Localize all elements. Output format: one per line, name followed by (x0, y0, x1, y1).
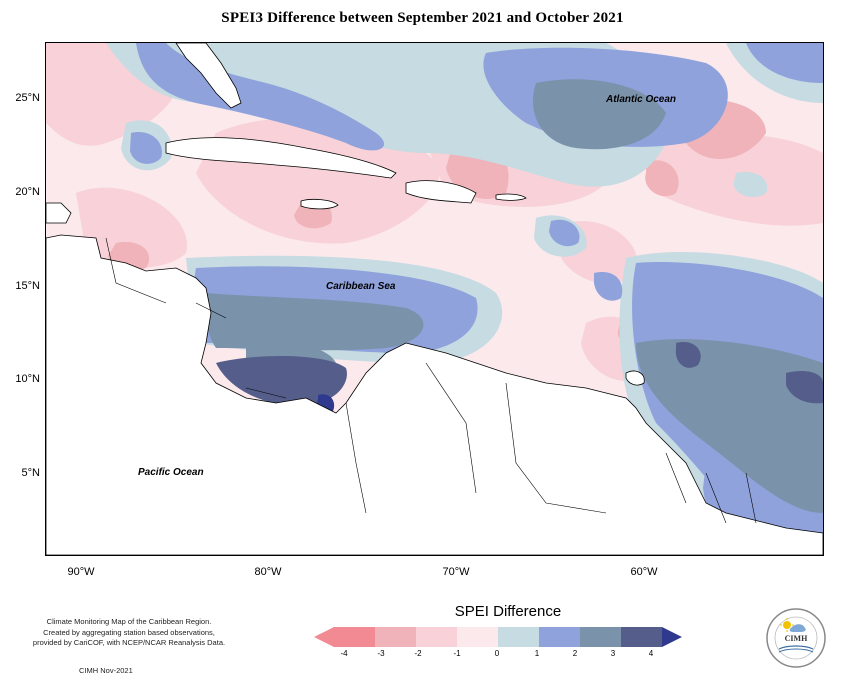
lon-label-70: 70°W (442, 566, 470, 578)
legend-title: SPEI Difference (454, 603, 562, 620)
legend-tick: -3 (377, 649, 385, 658)
atlantic-ocean-label: Atlantic Ocean (606, 94, 677, 105)
legend-swatch-4 (457, 627, 498, 647)
positive-very-strong-patches (216, 342, 823, 406)
cimh-logo (766, 608, 826, 668)
footer-credit: CIMH Nov-2021 (79, 666, 133, 675)
legend-swatch-6 (539, 627, 580, 647)
footer-note-line2: Created by aggregating station based obs… (43, 627, 215, 637)
footer-note: Climate Monitoring Map of the Caribbean … (14, 617, 244, 649)
footer-note-line1: Climate Monitoring Map of the Caribbean … (46, 617, 212, 626)
legend-swatch-2 (375, 627, 416, 647)
land-masses (46, 43, 823, 555)
lat-label-5: 5°N (21, 467, 40, 479)
sun-icon (780, 618, 794, 632)
lat-label-15: 15°N (15, 280, 40, 292)
legend-tick: 3 (610, 649, 616, 658)
legend-swatch-5 (498, 627, 539, 647)
legend-swatch-7 (580, 627, 621, 647)
caribbean-sea-label: Caribbean Sea (326, 281, 396, 292)
lon-label-60: 60°W (630, 566, 658, 578)
legend-arrow-right (662, 627, 682, 647)
legend-tick: -4 (340, 649, 348, 658)
legend-arrow-left (314, 627, 334, 647)
lat-label-10: 10°N (15, 373, 40, 385)
legend-tick: 1 (534, 649, 540, 658)
legend-tick: 2 (572, 649, 578, 658)
legend-tick: -1 (453, 649, 461, 658)
lon-label-80: 80°W (254, 566, 282, 578)
lat-label-20: 20°N (15, 186, 40, 198)
map-title: SPEI3 Difference between September 2021 … (221, 10, 624, 26)
pacific-ocean-label: Pacific Ocean (138, 467, 204, 478)
lat-label-25: 25°N (15, 92, 40, 104)
legend-colorbar (314, 627, 682, 647)
legend-tick: 0 (494, 649, 500, 658)
legend-swatch-3 (416, 627, 457, 647)
footer-note-line3: provided by CariCOF, with NCEP/NCAR Rean… (32, 638, 226, 647)
legend-swatch-8 (621, 627, 662, 647)
legend-tick: -2 (414, 649, 422, 658)
country-borders (105, 237, 757, 524)
legend-tick: 4 (648, 649, 654, 658)
legend-swatch-1 (334, 627, 375, 647)
spei-map (45, 42, 824, 556)
map-canvas (46, 43, 823, 555)
lon-label-90: 90°W (67, 566, 95, 578)
positive-strong-patches (205, 79, 823, 513)
logo-text: CIMH (784, 634, 808, 643)
